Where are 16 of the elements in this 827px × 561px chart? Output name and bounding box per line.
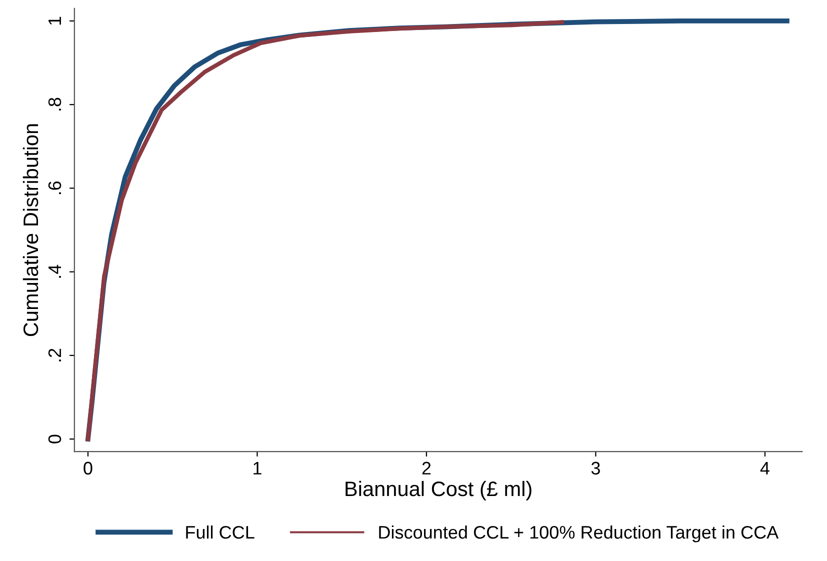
x-axis-title: Biannual Cost (£ ml): [346, 480, 532, 500]
x-tick-label: 4: [760, 462, 770, 474]
y-tick-label: .2: [48, 348, 61, 362]
y-tick-label: .4: [48, 264, 61, 278]
x-tick-label: 2: [422, 462, 431, 474]
legend-label: Discounted CCL + 100% Reduction Target in CCA: [379, 525, 779, 542]
x-tick-label: 1: [254, 462, 262, 474]
y-axis-title: Cumulative Distribution: [22, 124, 38, 336]
y-tick-label: .8: [48, 98, 62, 110]
y-tick-label: 1: [48, 16, 61, 25]
x-tick-label: 3: [591, 462, 600, 475]
legend-label: Full CCL: [186, 525, 254, 539]
y-tick-label: 0: [48, 434, 62, 444]
y-tick-label: .6: [48, 181, 62, 194]
line-series: [86, 20, 564, 442]
x-tick-label: 0: [84, 462, 92, 475]
